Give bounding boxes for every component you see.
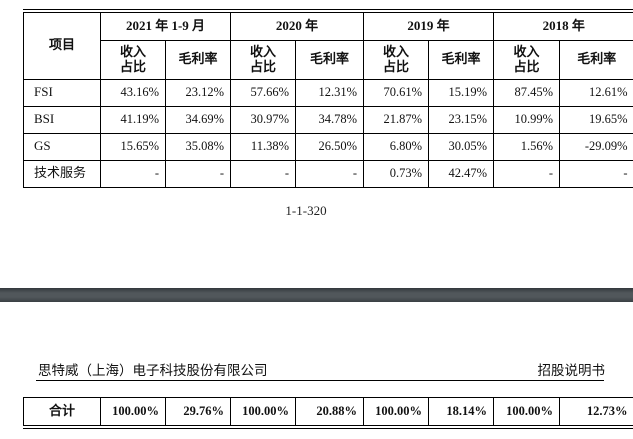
table-cell: 26.50% bbox=[294, 132, 365, 161]
total-row-grid: 合计 100.00% 29.76% 100.00% 20.88% 100.00%… bbox=[23, 397, 633, 425]
table-header-metrics: 收入 占比 毛利率 收入 占比 毛利率 收入 占比 毛利率 收入 占比 毛利率 bbox=[24, 39, 633, 80]
col-header-revenue-share: 收入 占比 bbox=[493, 39, 561, 80]
col-header-year-2021: 2021 年 1-9 月 bbox=[100, 13, 231, 41]
table-cell: 11.38% bbox=[230, 132, 296, 161]
margin-table-grid: 项目 2021 年 1-9 月 2020 年 2019 年 2018 年 收入 … bbox=[23, 13, 633, 188]
table-cell: 12.61% bbox=[559, 78, 633, 107]
table-cell: 15.65% bbox=[100, 132, 166, 161]
table-cell: - bbox=[493, 159, 561, 188]
col-header-revenue-share: 收入 占比 bbox=[100, 39, 166, 80]
header-rule bbox=[36, 380, 604, 381]
table-cell: - bbox=[559, 159, 633, 188]
table-cell: 100.00% bbox=[230, 397, 296, 425]
table-cell: 100.00% bbox=[493, 397, 560, 425]
table-cell: 12.73% bbox=[559, 397, 633, 425]
table-header-years: 项目 2021 年 1-9 月 2020 年 2019 年 2018 年 bbox=[23, 13, 633, 80]
table-row-bsi: BSI 41.19% 34.69% 30.97% 34.78% 21.87% 2… bbox=[23, 105, 633, 134]
col-header-gross-margin: 毛利率 bbox=[428, 39, 495, 80]
table-cell: 70.61% bbox=[363, 78, 430, 107]
table-row-fsi: FSI 43.16% 23.12% 57.66% 12.31% 70.61% 1… bbox=[23, 78, 633, 107]
table-cell: 18.14% bbox=[428, 397, 494, 425]
table-cell: 23.12% bbox=[165, 78, 231, 107]
col-header-year-2020: 2020 年 bbox=[229, 13, 365, 41]
table-cell: 41.19% bbox=[100, 105, 166, 134]
document-type-label: 招股说明书 bbox=[537, 363, 606, 378]
table-cell: - bbox=[230, 159, 296, 188]
table-cell: 34.78% bbox=[294, 105, 365, 134]
table-cell: 57.66% bbox=[230, 78, 296, 107]
table-cell: 35.08% bbox=[165, 132, 231, 161]
table-row-gs: GS 15.65% 35.08% 11.38% 26.50% 6.80% 30.… bbox=[23, 132, 633, 161]
table-cell: 34.69% bbox=[165, 105, 231, 134]
col-header-gross-margin: 毛利率 bbox=[165, 39, 231, 80]
table-cell: - bbox=[165, 159, 231, 188]
table-cell: 100.00% bbox=[363, 397, 429, 425]
table-cell: 30.97% bbox=[230, 105, 296, 134]
margin-table: 项目 2021 年 1-9 月 2020 年 2019 年 2018 年 收入 … bbox=[23, 9, 633, 188]
table-cell: 19.65% bbox=[559, 105, 633, 134]
table-row-tech-service: 技术服务 - - - - 0.73% 42.47% - - bbox=[23, 159, 633, 188]
table-cell: 0.73% bbox=[363, 159, 430, 188]
row-label: GS bbox=[23, 132, 101, 161]
row-label: FSI bbox=[23, 78, 101, 107]
col-header-revenue-share: 收入 占比 bbox=[363, 39, 430, 80]
table-cell: 42.47% bbox=[428, 159, 495, 188]
table-cell: 1.56% bbox=[493, 132, 561, 161]
page-separator-bar bbox=[0, 288, 633, 302]
table-cell: 87.45% bbox=[493, 78, 561, 107]
page-header: 思特威（上海）电子科技股份有限公司 招股说明书 bbox=[0, 356, 633, 382]
col-header-item: 项目 bbox=[23, 13, 101, 80]
table-cell: 20.88% bbox=[295, 397, 364, 425]
table-cell: 29.76% bbox=[165, 397, 231, 425]
col-header-gross-margin: 毛利率 bbox=[559, 39, 633, 80]
table-cell: 12.31% bbox=[294, 78, 365, 107]
table-cell: - bbox=[100, 159, 166, 188]
table-cell: 21.87% bbox=[363, 105, 430, 134]
col-header-year-2019: 2019 年 bbox=[363, 13, 495, 41]
table-cell: 10.99% bbox=[493, 105, 561, 134]
col-header-revenue-share: 收入 占比 bbox=[230, 39, 296, 80]
table-cell: 15.19% bbox=[428, 78, 495, 107]
table-cell: 30.05% bbox=[428, 132, 495, 161]
row-label: BSI bbox=[23, 105, 101, 134]
col-header-year-2018: 2018 年 bbox=[493, 13, 633, 41]
total-row-table: 合计 100.00% 29.76% 100.00% 20.88% 100.00%… bbox=[23, 397, 633, 429]
table-cell: -29.09% bbox=[559, 132, 633, 161]
table-cell: 6.80% bbox=[363, 132, 430, 161]
table-cell: 100.00% bbox=[100, 397, 166, 425]
table-cell: - bbox=[294, 159, 365, 188]
page-number: 1-1-320 bbox=[285, 203, 327, 218]
col-header-gross-margin: 毛利率 bbox=[294, 39, 365, 80]
table-cell: 43.16% bbox=[100, 78, 166, 107]
table-cell: 23.15% bbox=[428, 105, 495, 134]
table-row-total: 合计 100.00% 29.76% 100.00% 20.88% 100.00%… bbox=[23, 397, 633, 425]
company-name: 思特威（上海）电子科技股份有限公司 bbox=[38, 363, 268, 378]
row-label: 技术服务 bbox=[23, 159, 101, 188]
row-label: 合计 bbox=[23, 397, 101, 425]
